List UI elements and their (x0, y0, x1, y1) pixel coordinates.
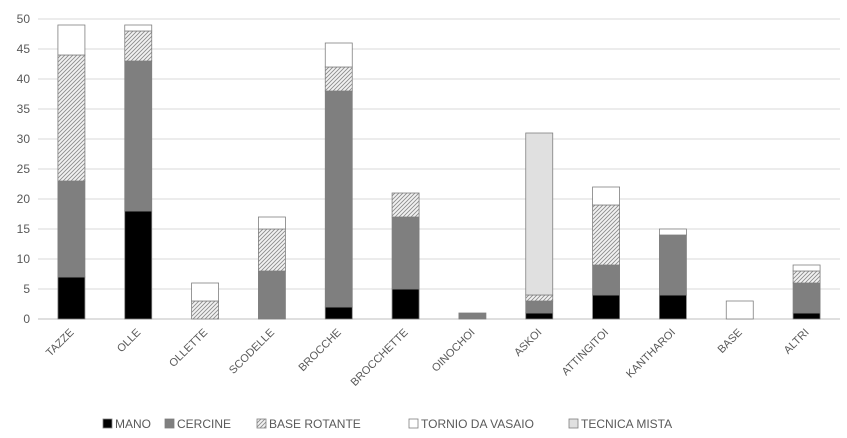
y-tick-label: 0 (23, 312, 30, 326)
bar-segment-mano (792, 312, 821, 320)
legend-label: TORNIO DA VASAIO (421, 417, 534, 431)
y-tick-label: 10 (17, 252, 31, 266)
legend-swatch (102, 418, 113, 429)
x-tick-label: KANTHAROI (624, 327, 678, 381)
bar-segment-base-rotante (324, 66, 353, 92)
legend-swatch (408, 418, 419, 429)
x-tick-label: BASE (716, 327, 745, 356)
x-tick-label: ALTRI (782, 327, 812, 357)
bar-stack-brocchette (391, 192, 420, 320)
bar-stack-brocche (324, 42, 353, 320)
bar-segment-mano (57, 276, 86, 320)
bar-segment-cercine (324, 90, 353, 308)
bar-segment-tecnica-mista (525, 132, 554, 296)
legend-swatch (256, 418, 267, 429)
bar-segment-mano (124, 210, 153, 320)
y-tick-label: 25 (17, 162, 31, 176)
bar-segment-cercine (258, 270, 286, 320)
bar-segment-tornio-da-vasaio (725, 300, 754, 320)
bar-segment-tornio-da-vasaio (324, 42, 353, 68)
y-tick-label: 20 (17, 192, 31, 206)
bar-segment-cercine (458, 312, 487, 320)
legend-label: BASE ROTANTE (269, 417, 361, 431)
bar-segment-cercine (792, 282, 821, 314)
bar-segment-base-rotante (57, 54, 86, 182)
bar-segment-base-rotante (592, 204, 620, 266)
bar-segment-base-rotante (124, 30, 153, 62)
x-tick-label: ASKOI (512, 327, 544, 359)
x-axis-tick-labels: TAZZE OLLE OLLETTE SCODELLE BROCCHE BROCCHETT… (44, 327, 812, 389)
x-tick-label: BROCCHETTE (349, 327, 411, 389)
x-tick-label: TAZZE (44, 327, 77, 360)
x-tick-label: OLLETTE (167, 327, 210, 370)
bar-segment-cercine (391, 216, 420, 290)
bar-stack-oinochoi (458, 312, 487, 320)
legend-label: MANO (115, 417, 151, 431)
bar-stack-ollette (191, 282, 219, 320)
x-tick-label: OLLE (115, 327, 143, 355)
bar-stack-olle (124, 24, 153, 320)
bar-segment-cercine (57, 180, 86, 278)
bar-segment-tornio-da-vasaio (191, 282, 219, 302)
bar-segment-base-rotante (792, 270, 821, 284)
bar-stack-kantharoi (659, 228, 687, 320)
legend: MANO CERCINE BASE ROTANTE TORNIO DA VASAIO T… (102, 417, 672, 431)
bar-stack-scodelle (258, 216, 286, 320)
legend-label: CERCINE (177, 417, 231, 431)
y-tick-label: 5 (23, 282, 30, 296)
y-tick-label: 45 (17, 42, 31, 56)
x-tick-label: BROCCHE (296, 327, 343, 374)
legend-item-tornio-da-vasaio: TORNIO DA VASAIO (408, 417, 534, 431)
bar-segment-tornio-da-vasaio (592, 186, 620, 206)
bar-stack-tazze (57, 24, 86, 320)
bars (57, 24, 821, 320)
legend-label: TECNICA MISTA (581, 417, 672, 431)
bar-segment-mano (659, 294, 687, 320)
legend-item-cercine: CERCINE (164, 417, 231, 431)
bar-segment-cercine (659, 234, 687, 296)
y-tick-label: 30 (17, 132, 31, 146)
bar-stack-base (725, 300, 754, 320)
bar-segment-tornio-da-vasaio (57, 24, 86, 56)
y-tick-label: 35 (17, 102, 31, 116)
bar-segment-base-rotante (258, 228, 286, 272)
bar-segment-mano (525, 312, 554, 320)
bar-segment-base-rotante (391, 192, 420, 218)
bar-segment-cercine (525, 300, 554, 314)
bar-segment-mano (391, 288, 420, 320)
x-tick-label: OINOCHOI (430, 327, 478, 375)
y-tick-label: 40 (17, 72, 31, 86)
bar-stack-attingitoi (592, 186, 620, 320)
bar-segment-tornio-da-vasaio (124, 24, 153, 32)
legend-item-mano: MANO (102, 417, 151, 431)
bar-stack-askoi (525, 132, 554, 320)
bar-segment-mano (324, 306, 353, 320)
legend-swatch (164, 418, 175, 429)
legend-item-tecnica-mista: TECNICA MISTA (568, 417, 672, 431)
bar-segment-tornio-da-vasaio (659, 228, 687, 236)
y-tick-label: 15 (17, 222, 31, 236)
bar-stack-altri (792, 264, 821, 320)
bar-segment-base-rotante (525, 294, 554, 302)
bar-segment-tornio-da-vasaio (792, 264, 821, 272)
legend-swatch (568, 418, 579, 429)
legend-item-base-rotante: BASE ROTANTE (256, 417, 361, 431)
x-tick-label: SCODELLE (227, 327, 277, 377)
bar-segment-cercine (592, 264, 620, 296)
x-tick-label: ATTINGITOI (560, 327, 611, 378)
bar-segment-mano (592, 294, 620, 320)
y-tick-label: 50 (17, 12, 31, 26)
y-axis-tick-labels: 0 5 10 15 20 25 30 35 40 45 50 (17, 12, 31, 326)
bar-segment-cercine (124, 60, 153, 212)
bar-segment-base-rotante (191, 300, 219, 320)
gridlines (38, 18, 840, 320)
bar-segment-tornio-da-vasaio (258, 216, 286, 230)
